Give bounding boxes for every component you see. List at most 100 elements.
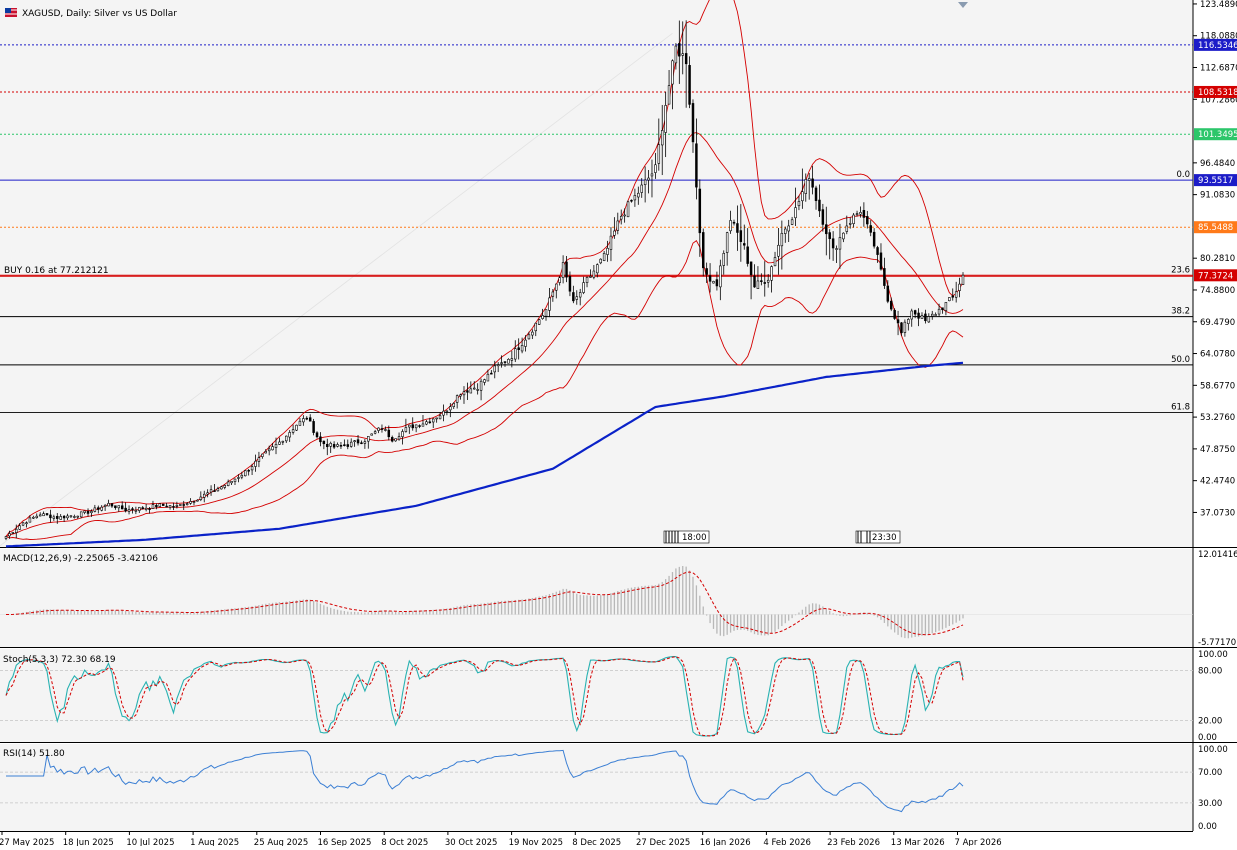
candle[interactable]: [380, 424, 384, 433]
candle[interactable]: [49, 509, 52, 523]
candle[interactable]: [199, 491, 203, 502]
candle[interactable]: [541, 308, 544, 320]
candle[interactable]: [678, 20, 681, 84]
candle[interactable]: [100, 505, 103, 512]
candle[interactable]: [114, 505, 117, 510]
candle[interactable]: [650, 159, 654, 198]
candle[interactable]: [120, 501, 124, 510]
candle[interactable]: [507, 358, 510, 364]
candle[interactable]: [144, 503, 148, 512]
candle[interactable]: [814, 185, 818, 210]
candle[interactable]: [565, 256, 568, 283]
candle[interactable]: [202, 490, 206, 503]
candle[interactable]: [961, 272, 965, 286]
candle[interactable]: [261, 453, 264, 459]
candle[interactable]: [148, 506, 151, 514]
candle[interactable]: [876, 245, 879, 263]
candle[interactable]: [787, 219, 790, 243]
candle[interactable]: [401, 429, 404, 445]
candle[interactable]: [900, 322, 903, 336]
candle[interactable]: [770, 265, 773, 293]
candle[interactable]: [862, 202, 866, 227]
candle[interactable]: [66, 513, 69, 521]
candle[interactable]: [206, 489, 209, 498]
candle[interactable]: [329, 441, 332, 453]
candle[interactable]: [524, 335, 527, 352]
candle[interactable]: [531, 329, 534, 340]
candle[interactable]: [435, 417, 438, 423]
candle[interactable]: [220, 485, 223, 490]
candle[interactable]: [473, 381, 476, 390]
candle[interactable]: [941, 307, 944, 314]
candle[interactable]: [291, 424, 295, 435]
candle[interactable]: [373, 429, 377, 435]
candle[interactable]: [127, 505, 131, 515]
candle[interactable]: [647, 170, 650, 194]
candle[interactable]: [15, 524, 18, 539]
candle[interactable]: [185, 502, 189, 506]
candle[interactable]: [924, 309, 927, 324]
candle[interactable]: [45, 513, 49, 516]
candle[interactable]: [213, 484, 216, 492]
candle[interactable]: [944, 302, 948, 316]
candle[interactable]: [613, 217, 616, 239]
candle[interactable]: [455, 394, 459, 409]
candle[interactable]: [493, 360, 496, 379]
candle[interactable]: [397, 432, 401, 441]
candle[interactable]: [442, 404, 445, 422]
candle[interactable]: [572, 285, 575, 304]
candle[interactable]: [192, 500, 196, 506]
candle[interactable]: [271, 442, 274, 451]
candle[interactable]: [414, 424, 418, 433]
candle[interactable]: [179, 504, 182, 506]
candle[interactable]: [425, 419, 428, 426]
candle[interactable]: [619, 209, 623, 225]
candle[interactable]: [110, 503, 114, 508]
candle[interactable]: [777, 227, 780, 275]
candle[interactable]: [643, 166, 647, 203]
candle[interactable]: [889, 297, 893, 312]
candle[interactable]: [312, 418, 315, 436]
candle[interactable]: [948, 297, 951, 302]
candle[interactable]: [298, 418, 302, 426]
candle[interactable]: [209, 485, 213, 496]
candle[interactable]: [561, 255, 565, 284]
candle[interactable]: [496, 362, 500, 373]
candle[interactable]: [852, 212, 855, 228]
candle[interactable]: [907, 318, 910, 331]
candle[interactable]: [305, 416, 309, 421]
candle[interactable]: [903, 319, 907, 337]
candle[interactable]: [387, 425, 391, 441]
candle[interactable]: [886, 280, 890, 304]
candle[interactable]: [582, 276, 585, 295]
candle[interactable]: [285, 435, 288, 444]
candle[interactable]: [917, 308, 920, 327]
candle[interactable]: [698, 179, 702, 257]
candle[interactable]: [534, 322, 538, 337]
candle[interactable]: [630, 199, 633, 203]
candle[interactable]: [4, 535, 8, 541]
candle[interactable]: [517, 338, 520, 360]
candle[interactable]: [244, 470, 247, 477]
candle[interactable]: [664, 91, 667, 158]
candle[interactable]: [476, 383, 479, 395]
candle[interactable]: [691, 99, 695, 153]
candle[interactable]: [168, 505, 172, 510]
candle[interactable]: [438, 412, 442, 420]
candle[interactable]: [175, 501, 179, 509]
candle[interactable]: [872, 228, 876, 249]
candle[interactable]: [722, 250, 725, 275]
candle[interactable]: [11, 532, 15, 534]
candle[interactable]: [548, 288, 551, 318]
candle[interactable]: [654, 152, 657, 179]
candle[interactable]: [90, 509, 93, 517]
candle[interactable]: [855, 210, 859, 217]
candle[interactable]: [428, 417, 432, 424]
candle[interactable]: [725, 231, 729, 266]
candle[interactable]: [93, 504, 97, 513]
candle[interactable]: [602, 251, 606, 262]
candle[interactable]: [801, 168, 804, 209]
candle[interactable]: [626, 200, 630, 218]
